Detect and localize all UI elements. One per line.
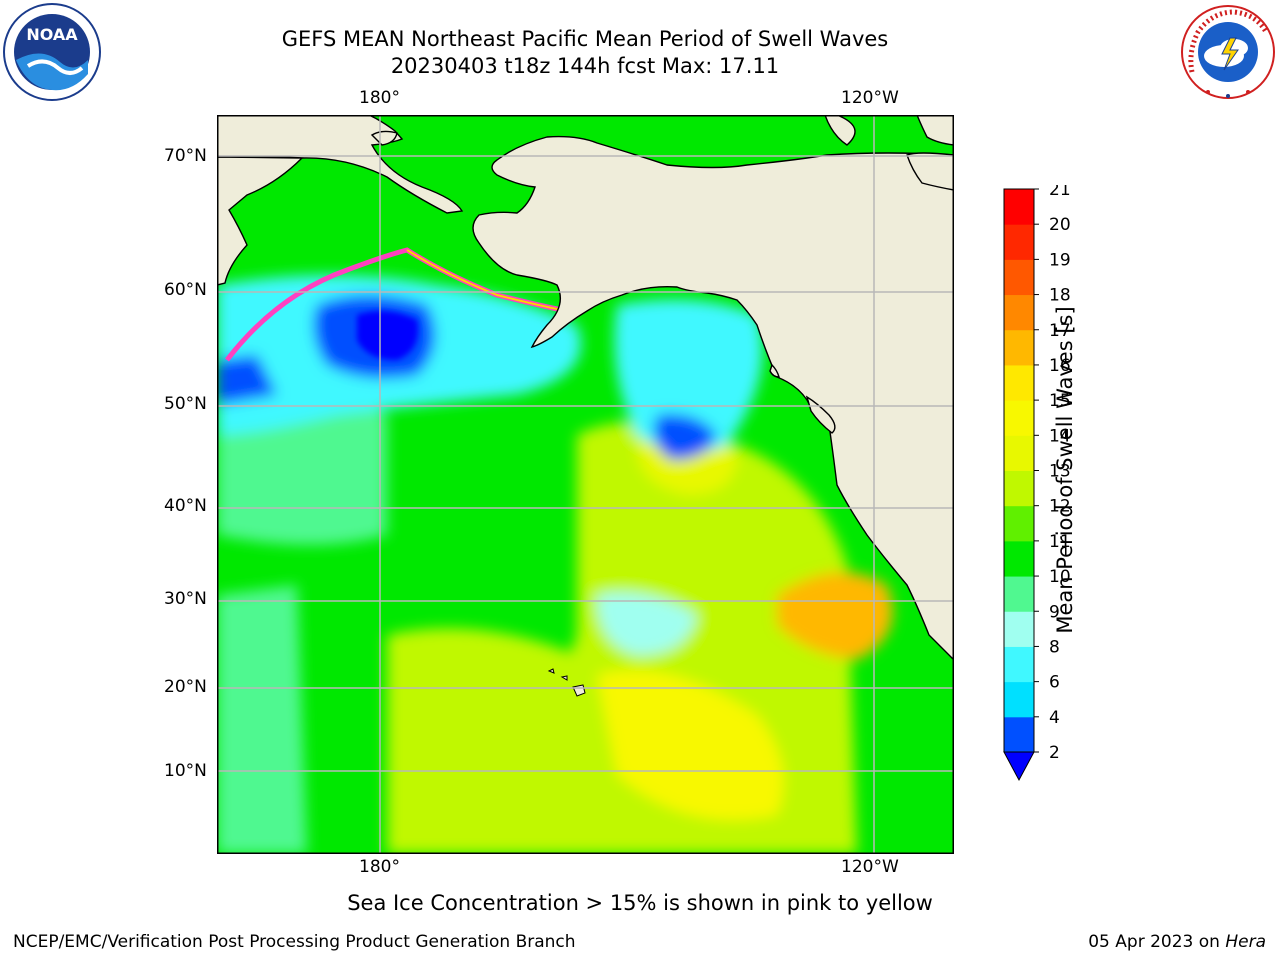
footer-host: Hera [1225,932,1266,952]
colorbar-segment [1004,189,1034,225]
nws-logo-icon [1181,5,1275,99]
noaa-logo-icon: NOAA [3,3,101,101]
lon-top-label: 120°W [841,88,899,108]
lon-top-label: 180° [359,88,400,108]
chart-title: GEFS MEAN Northeast Pacific Mean Period … [281,27,889,51]
lat-label: 30°N [164,589,207,609]
colorbar-tick-label: 14 [1049,426,1070,446]
colorbar-segment [1004,435,1034,471]
colorbar-segment [1004,646,1034,683]
colorbar-tick-label: 11 [1049,532,1070,552]
colorbar-segment [1004,716,1034,753]
colorbar-segment [1004,224,1034,260]
map-frame [217,115,954,854]
colorbar-tick-label: 21 [1049,185,1070,200]
noaa-logo-text: NOAA [26,25,78,44]
colorbar-segment [1004,364,1034,401]
colorbar-segment [1004,259,1034,296]
colorbar-segment [1004,329,1034,366]
colorbar-tick-label: 10 [1049,567,1070,587]
footer-date: 05 Apr 2023 on Hera [1088,932,1266,952]
lat-label: 60°N [164,280,207,300]
footer-date-text: 05 Apr 2023 on [1088,932,1220,952]
colorbar-tick-label: 19 [1049,250,1070,270]
lat-label: 70°N [164,146,207,166]
lat-label: 20°N [164,677,207,697]
colorbar-tick-label: 18 [1049,286,1070,306]
swell-period-map [217,115,954,854]
colorbar-segment [1004,294,1034,331]
colorbar-tick-label: 12 [1049,497,1070,517]
colorbar-segment [1004,576,1034,612]
colorbar-segment [1004,505,1034,542]
colorbar-segment [1004,540,1034,577]
chart-subtitle: 20230403 t18z 144h fcst Max: 17.11 [390,54,780,78]
colorbar-tick-label: 2 [1049,743,1060,763]
map-grid [217,115,954,854]
lat-label: 10°N [164,761,207,781]
colorbar-segment [1004,681,1034,718]
colorbar-segment [1004,611,1034,647]
colorbar-tick-label: 17 [1049,321,1070,341]
lon-bottom-label: 180° [359,857,400,877]
colorbar-tick-label: 20 [1049,215,1070,235]
colorbar-segment [1004,400,1034,436]
colorbar-tick-label: 9 [1049,602,1060,622]
land [217,115,954,697]
colorbar-tick-label: 15 [1049,391,1070,411]
lon-bottom-label: 120°W [841,857,899,877]
colorbar-extend-arrow [1003,751,1035,782]
colorbar-tick-label: 13 [1049,462,1070,482]
sea-ice-note: Sea Ice Concentration > 15% is shown in … [347,891,933,915]
lat-label: 50°N [164,394,207,414]
colorbar-tick-label: 4 [1049,708,1060,728]
colorbar-label: Mean Period of Swell Waves [s] [1053,306,1077,634]
colorbar-tick-label: 8 [1049,637,1060,657]
colorbar-segment [1004,470,1034,507]
footer-credit: NCEP/EMC/Verification Post Processing Pr… [13,932,576,952]
colorbar-tick-label: 16 [1049,356,1070,376]
colorbar-tick-label: 6 [1049,673,1060,693]
colorbar: 2 4 6 8 9 10 11 12 13 14 15 16 17 18 19 20 21 [1003,185,1070,782]
lat-label: 40°N [164,496,207,516]
swell-field [217,275,893,854]
